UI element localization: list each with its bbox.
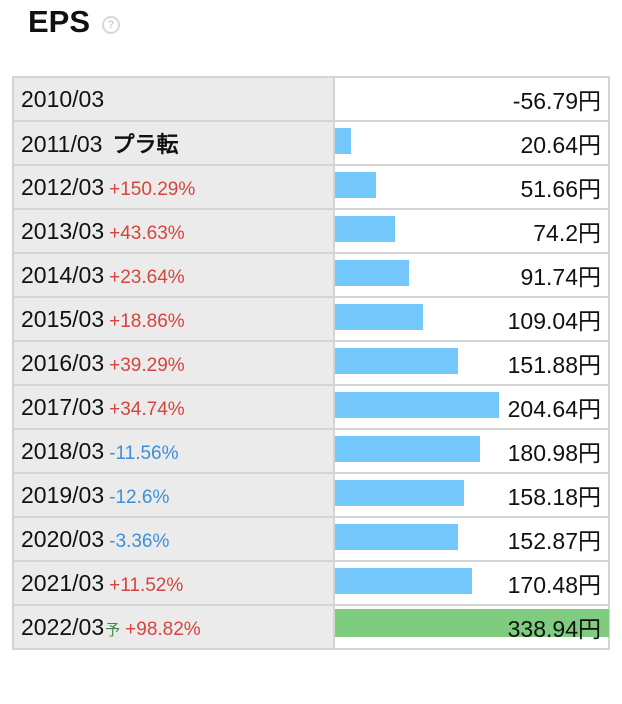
table-row: 2013/03 +43.63% 74.2円	[12, 208, 610, 254]
eps-bar	[335, 480, 464, 506]
eps-table: 2010/03 -56.79円 2011/03 プラ転 20.64円 2012/03 +15…	[12, 76, 610, 650]
fiscal-year: 2012/03	[21, 173, 105, 200]
eps-bar	[335, 568, 472, 594]
table-row: 2016/03 +39.29% 151.88円	[12, 340, 610, 386]
year-cell: 2013/03 +43.63%	[12, 208, 335, 254]
table-row: 2022/03予 +98.82% 338.94円	[12, 604, 610, 650]
value-cell: 91.74円	[333, 252, 610, 298]
eps-value: 158.18円	[507, 484, 601, 510]
year-cell: 2010/03	[12, 76, 335, 122]
value-cell: 74.2円	[333, 208, 610, 254]
year-cell: 2012/03 +150.29%	[12, 164, 335, 210]
fiscal-year: 2016/03	[21, 349, 105, 376]
table-row: 2019/03 -12.6% 158.18円	[12, 472, 610, 518]
value-cell: 51.66円	[333, 164, 610, 210]
value-cell: 170.48円	[333, 560, 610, 606]
eps-bar	[335, 260, 409, 286]
yoy-change: +43.63%	[109, 222, 185, 244]
value-cell: 158.18円	[333, 472, 610, 518]
eps-value: -56.79円	[512, 88, 601, 114]
yoy-change: +23.64%	[109, 266, 185, 288]
value-cell: 180.98円	[333, 428, 610, 474]
yoy-change: +98.82%	[125, 618, 201, 640]
eps-bar	[335, 392, 499, 418]
turn-positive-note: プラ転	[112, 132, 179, 157]
yoy-change: +150.29%	[109, 178, 196, 200]
eps-value: 204.64円	[507, 396, 601, 422]
fiscal-year: 2017/03	[21, 393, 105, 420]
year-cell: 2018/03 -11.56%	[12, 428, 335, 474]
value-cell: 204.64円	[333, 384, 610, 430]
fiscal-year: 2011/03	[21, 131, 103, 157]
table-row: 2014/03 +23.64% 91.74円	[12, 252, 610, 298]
year-cell: 2014/03 +23.64%	[12, 252, 335, 298]
eps-value: 180.98円	[507, 440, 601, 466]
year-cell: 2015/03 +18.86%	[12, 296, 335, 342]
value-cell: 109.04円	[333, 296, 610, 342]
year-cell: 2020/03 -3.36%	[12, 516, 335, 562]
fiscal-year: 2020/03	[21, 525, 105, 552]
value-cell: 152.87円	[333, 516, 610, 562]
value-cell: 338.94円	[333, 604, 610, 650]
table-row: 2017/03 +34.74% 204.64円	[12, 384, 610, 430]
eps-value: 74.2円	[533, 220, 601, 246]
table-row: 2020/03 -3.36% 152.87円	[12, 516, 610, 562]
value-cell: 20.64円	[333, 120, 610, 166]
eps-value: 91.74円	[520, 264, 601, 290]
year-cell: 2022/03予 +98.82%	[12, 604, 335, 650]
yoy-change: +11.52%	[109, 574, 184, 596]
year-cell: 2016/03 +39.29%	[12, 340, 335, 386]
eps-bar	[335, 128, 351, 154]
eps-value: 151.88円	[507, 352, 601, 378]
yoy-change: -12.6%	[109, 486, 170, 508]
fiscal-year: 2010/03	[21, 85, 105, 112]
yoy-change: +18.86%	[109, 310, 185, 332]
yoy-change: -3.36%	[109, 530, 170, 552]
section-title: EPS	[28, 4, 91, 39]
eps-value: 152.87円	[507, 528, 601, 554]
eps-value: 20.64円	[520, 132, 601, 158]
yoy-change: +39.29%	[109, 354, 185, 376]
fiscal-year: 2015/03	[21, 305, 105, 332]
eps-bar	[335, 348, 458, 374]
yoy-change: -11.56%	[109, 442, 179, 464]
eps-bar	[335, 216, 395, 242]
eps-value: 51.66円	[520, 176, 601, 202]
year-cell: 2011/03 プラ転	[12, 120, 335, 166]
table-row: 2018/03 -11.56% 180.98円	[12, 428, 610, 474]
yoy-change: +34.74%	[109, 398, 185, 420]
section-header: EPS ?	[28, 2, 121, 42]
fiscal-year: 2013/03	[21, 217, 105, 244]
eps-bar	[335, 172, 376, 198]
fiscal-year: 2014/03	[21, 261, 105, 288]
fiscal-year: 2019/03	[21, 481, 105, 508]
forecast-eps-bar	[335, 609, 609, 637]
eps-bar	[335, 436, 480, 462]
fiscal-year: 2018/03	[21, 437, 105, 464]
eps-table-body: 2010/03 -56.79円 2011/03 プラ転 20.64円 2012/03 +15…	[12, 76, 610, 650]
value-cell: 151.88円	[333, 340, 610, 386]
fiscal-year: 2021/03	[21, 569, 105, 596]
table-row: 2010/03 -56.79円	[12, 76, 610, 122]
table-row: 2012/03 +150.29% 51.66円	[12, 164, 610, 210]
year-cell: 2019/03 -12.6%	[12, 472, 335, 518]
value-cell: -56.79円	[333, 76, 610, 122]
year-cell: 2017/03 +34.74%	[12, 384, 335, 430]
fiscal-year: 2022/03	[21, 613, 105, 640]
table-row: 2021/03 +11.52% 170.48円	[12, 560, 610, 606]
table-row: 2011/03 プラ転 20.64円	[12, 120, 610, 166]
eps-value: 170.48円	[507, 572, 601, 598]
eps-value: 109.04円	[507, 308, 601, 334]
table-row: 2015/03 +18.86% 109.04円	[12, 296, 610, 342]
eps-value: 338.94円	[507, 616, 601, 642]
forecast-mark: 予	[105, 621, 121, 639]
help-icon[interactable]: ?	[102, 16, 121, 34]
eps-bar	[335, 304, 423, 330]
eps-bar	[335, 524, 458, 550]
year-cell: 2021/03 +11.52%	[12, 560, 335, 606]
